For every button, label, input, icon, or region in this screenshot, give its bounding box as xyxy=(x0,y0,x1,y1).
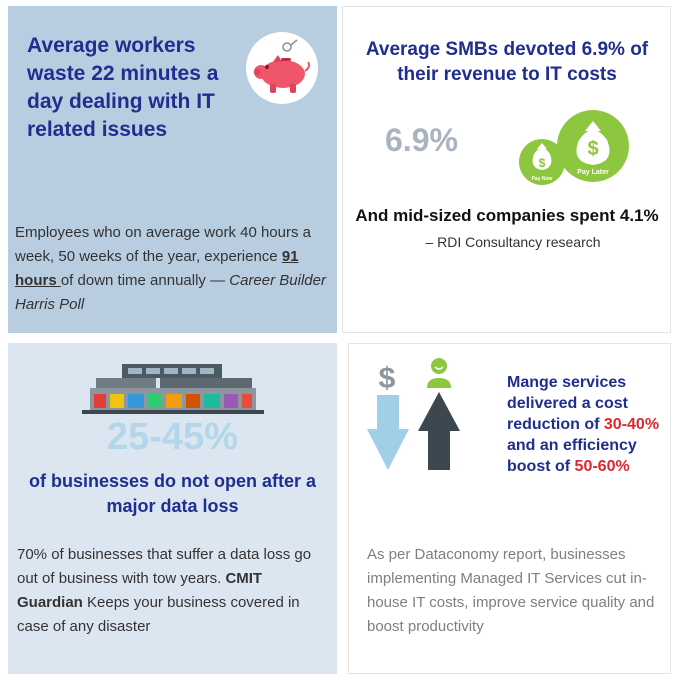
small-bag-symbol: $ xyxy=(539,156,546,170)
dollar-sign: $ xyxy=(379,362,396,395)
downtime-heading: Average workers waste 22 minutes a day d… xyxy=(27,34,219,141)
money-bags-icon: $ Pay Now $ Pay Later xyxy=(519,110,629,185)
data-loss-caption: of businesses do not open after a major … xyxy=(28,471,317,516)
it-costs-panel: Average SMBs devoted 6.9% of their reven… xyxy=(342,6,671,333)
it-costs-heading: Average SMBs devoted 6.9% of their reven… xyxy=(365,39,649,85)
downtime-source: Career Builder Harris Poll xyxy=(15,272,326,313)
rdi-credit: – RDI Consultancy research xyxy=(425,234,601,250)
cost-reduction-figure: 30-40% xyxy=(603,416,660,433)
it-costs-stat: 6.9% xyxy=(385,122,458,158)
data-loss-body: 70% of businesses that suffer a data los… xyxy=(17,546,312,635)
storefront-row-icon xyxy=(82,364,264,414)
large-bag-symbol: $ xyxy=(587,138,598,160)
downtime-body: Employees who on average work 40 hours a… xyxy=(15,224,326,313)
downtime-panel: Average workers waste 22 minutes a day d… xyxy=(8,6,337,333)
mid-sized-subheading: And mid-sized companies spent 4.1% xyxy=(355,206,659,225)
efficiency-boost-figure: 50-60% xyxy=(574,458,630,475)
managed-services-heading: Mange services delivered a cost reductio… xyxy=(507,374,660,475)
managed-services-panel: $ Mange services delivered a cost reduct… xyxy=(348,343,671,674)
pay-now-label: Pay Now xyxy=(532,176,553,182)
data-loss-panel: 25-45% of businesses do not open after a… xyxy=(8,343,337,674)
pay-later-label: Pay Later xyxy=(577,169,609,176)
piggy-bank-icon xyxy=(246,32,318,104)
data-loss-stat: 25-45% xyxy=(107,416,238,458)
downtime-hours: 91 hours xyxy=(15,248,299,289)
dataconomy-body: As per Dataconomy report, businesses imp… xyxy=(367,546,655,635)
cost-down-efficiency-up-icon: $ xyxy=(367,358,460,470)
cmit-guardian-name: CMIT Guardian xyxy=(17,570,263,611)
